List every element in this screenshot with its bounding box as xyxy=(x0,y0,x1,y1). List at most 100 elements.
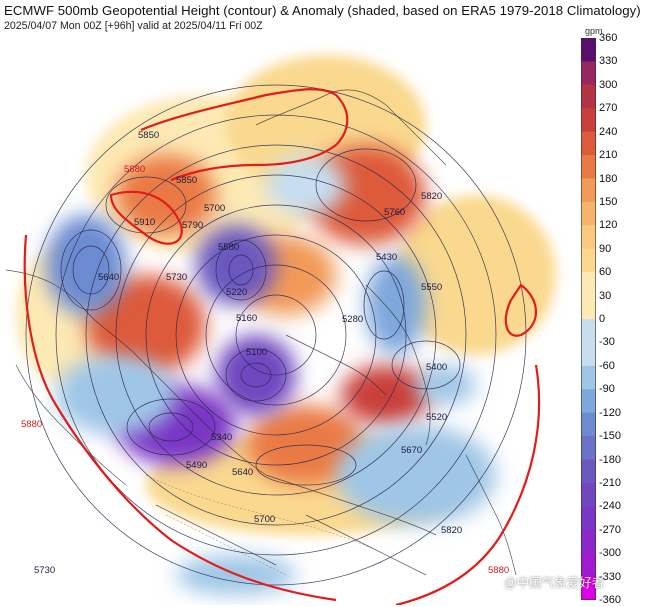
colorbar-segment xyxy=(581,506,596,531)
contour-low-west-2 xyxy=(72,245,110,295)
colorbar-segment xyxy=(581,342,596,367)
colorbar-tick-label: 120 xyxy=(599,219,618,232)
colorbar-segment xyxy=(581,295,596,320)
colorbar-outline xyxy=(581,38,596,600)
colorbar-tick-label: 270 xyxy=(599,102,618,115)
contour-low-5 xyxy=(126,398,216,456)
contour-label-20: 5670 xyxy=(401,445,422,456)
colorbar-segment xyxy=(581,482,596,507)
contour-low-4 xyxy=(240,362,272,388)
colorbar-tick-label: 360 xyxy=(599,32,618,44)
chart-subtitle: 2025/04/07 Mon 00Z [+96h] valid at 2025/… xyxy=(4,20,263,32)
colorbar-tick-label: -90 xyxy=(599,383,615,396)
contour-5880-southeast xyxy=(395,364,541,605)
colorbar-tick-label: 60 xyxy=(599,266,612,279)
contour-label-13: 5160 xyxy=(236,313,257,324)
contour-label-25: 5820 xyxy=(441,525,462,536)
contour-5880-high xyxy=(109,190,183,245)
colorbar-tick-label: -60 xyxy=(599,359,615,372)
contour-ring-2 xyxy=(205,264,347,406)
colorbar-tick-label: -270 xyxy=(599,523,622,536)
contour-ring-4 xyxy=(145,204,407,466)
colorbar-segment xyxy=(581,412,596,437)
contour-label-28: 5730 xyxy=(34,565,55,576)
colorbar-segment xyxy=(581,225,596,250)
contour-high-3 xyxy=(391,340,461,390)
contour-5880-southwest xyxy=(23,234,337,602)
contour-label-21: 5640 xyxy=(232,467,253,478)
colorbar-segment xyxy=(581,84,596,109)
colorbar-segment xyxy=(581,248,596,273)
colorbar-segment xyxy=(581,201,596,226)
coastlines xyxy=(6,89,517,576)
colorbar-segment xyxy=(581,436,596,460)
contour-high-1 xyxy=(105,176,187,234)
contour-low-6 xyxy=(148,412,194,442)
colorbar-tick-label: 330 xyxy=(599,55,618,68)
anomaly-cold-5 xyxy=(366,255,426,355)
contour-label-9: 5580 xyxy=(218,242,239,253)
colorbar-segment xyxy=(581,576,596,600)
contour-5880-north xyxy=(140,88,349,182)
chart-title: ECMWF 500mb Geopotential Height (contour… xyxy=(4,3,641,18)
contour-low-7 xyxy=(363,270,405,340)
contour-label-2: 5880 xyxy=(124,164,145,175)
colorbar-segment xyxy=(581,61,596,86)
colorbar-tick-label: 150 xyxy=(599,195,618,208)
contour-5880 xyxy=(23,88,541,605)
contour-label-15: 5760 xyxy=(384,207,405,218)
contour-label-14: 5100 xyxy=(246,347,267,358)
contour-label-3: 5910 xyxy=(134,217,155,228)
colorbar-tick-label: 210 xyxy=(599,149,618,162)
colorbar-segment xyxy=(581,529,596,554)
contour-label-8: 5730 xyxy=(166,272,187,283)
contour-label-27: 5880 xyxy=(21,419,42,430)
colorbar-segment xyxy=(581,459,596,484)
colorbar-tick-label: 30 xyxy=(599,289,612,302)
coastline-5 xyxy=(285,334,387,396)
contour-label-26: 5880 xyxy=(488,565,509,576)
contour-label-12: 5220 xyxy=(226,287,247,298)
contour-label-19: 5520 xyxy=(426,412,447,423)
contour-label-22: 5340 xyxy=(211,432,232,443)
contour-label-11: 5280 xyxy=(342,314,363,325)
contour-high-2 xyxy=(315,148,417,222)
colorbar-segment xyxy=(581,272,596,297)
contour-ring-8 xyxy=(25,84,527,586)
coastline-3 xyxy=(15,364,127,486)
colorbar-tick-label: -180 xyxy=(599,453,622,466)
contour-label-10: 5430 xyxy=(376,252,397,263)
contour-5880-east-loop xyxy=(504,283,537,337)
coastline-1 xyxy=(6,269,437,536)
anomaly-cold-6 xyxy=(336,425,496,525)
anomaly-cold-3 xyxy=(216,335,296,415)
colorbar-tick-label: -210 xyxy=(599,476,622,489)
anomaly-cold-1 xyxy=(46,215,126,315)
contour-low-3 xyxy=(225,348,287,402)
colorbar-segment xyxy=(581,108,596,133)
colorbar-tick-label: 180 xyxy=(599,172,618,185)
colorbar-segment xyxy=(581,365,596,390)
contour-label-24: 5700 xyxy=(254,514,275,525)
boundary-1 xyxy=(145,474,387,556)
colorbar xyxy=(581,38,596,600)
coastline-2 xyxy=(255,89,447,166)
contour-label-16: 5820 xyxy=(421,191,442,202)
contour-label-18: 5400 xyxy=(426,362,447,373)
colorbar-tick-label: -120 xyxy=(599,406,622,419)
contour-ring-5 xyxy=(115,174,437,496)
colorbar-tick-label: -300 xyxy=(599,547,622,560)
colorbar-tick-label: 240 xyxy=(599,125,618,138)
colorbar-tick-label: -330 xyxy=(599,570,622,583)
contour-label-17: 5550 xyxy=(421,282,442,293)
contour-labels: 5850 5880 5910 5850 5790 5700 5640 5730 … xyxy=(21,130,509,576)
colorbar-tick-label: 300 xyxy=(599,78,618,91)
colorbar-unit: gpm xyxy=(585,26,603,36)
contour-low-west-1 xyxy=(60,229,122,311)
anomaly-shading xyxy=(16,55,556,595)
boundaries xyxy=(145,474,387,576)
map-canvas: 5850 5880 5910 5850 5790 5700 5640 5730 … xyxy=(6,55,556,605)
anomaly-warm-7 xyxy=(116,155,216,235)
colorbar-tick-label: 90 xyxy=(599,242,612,255)
